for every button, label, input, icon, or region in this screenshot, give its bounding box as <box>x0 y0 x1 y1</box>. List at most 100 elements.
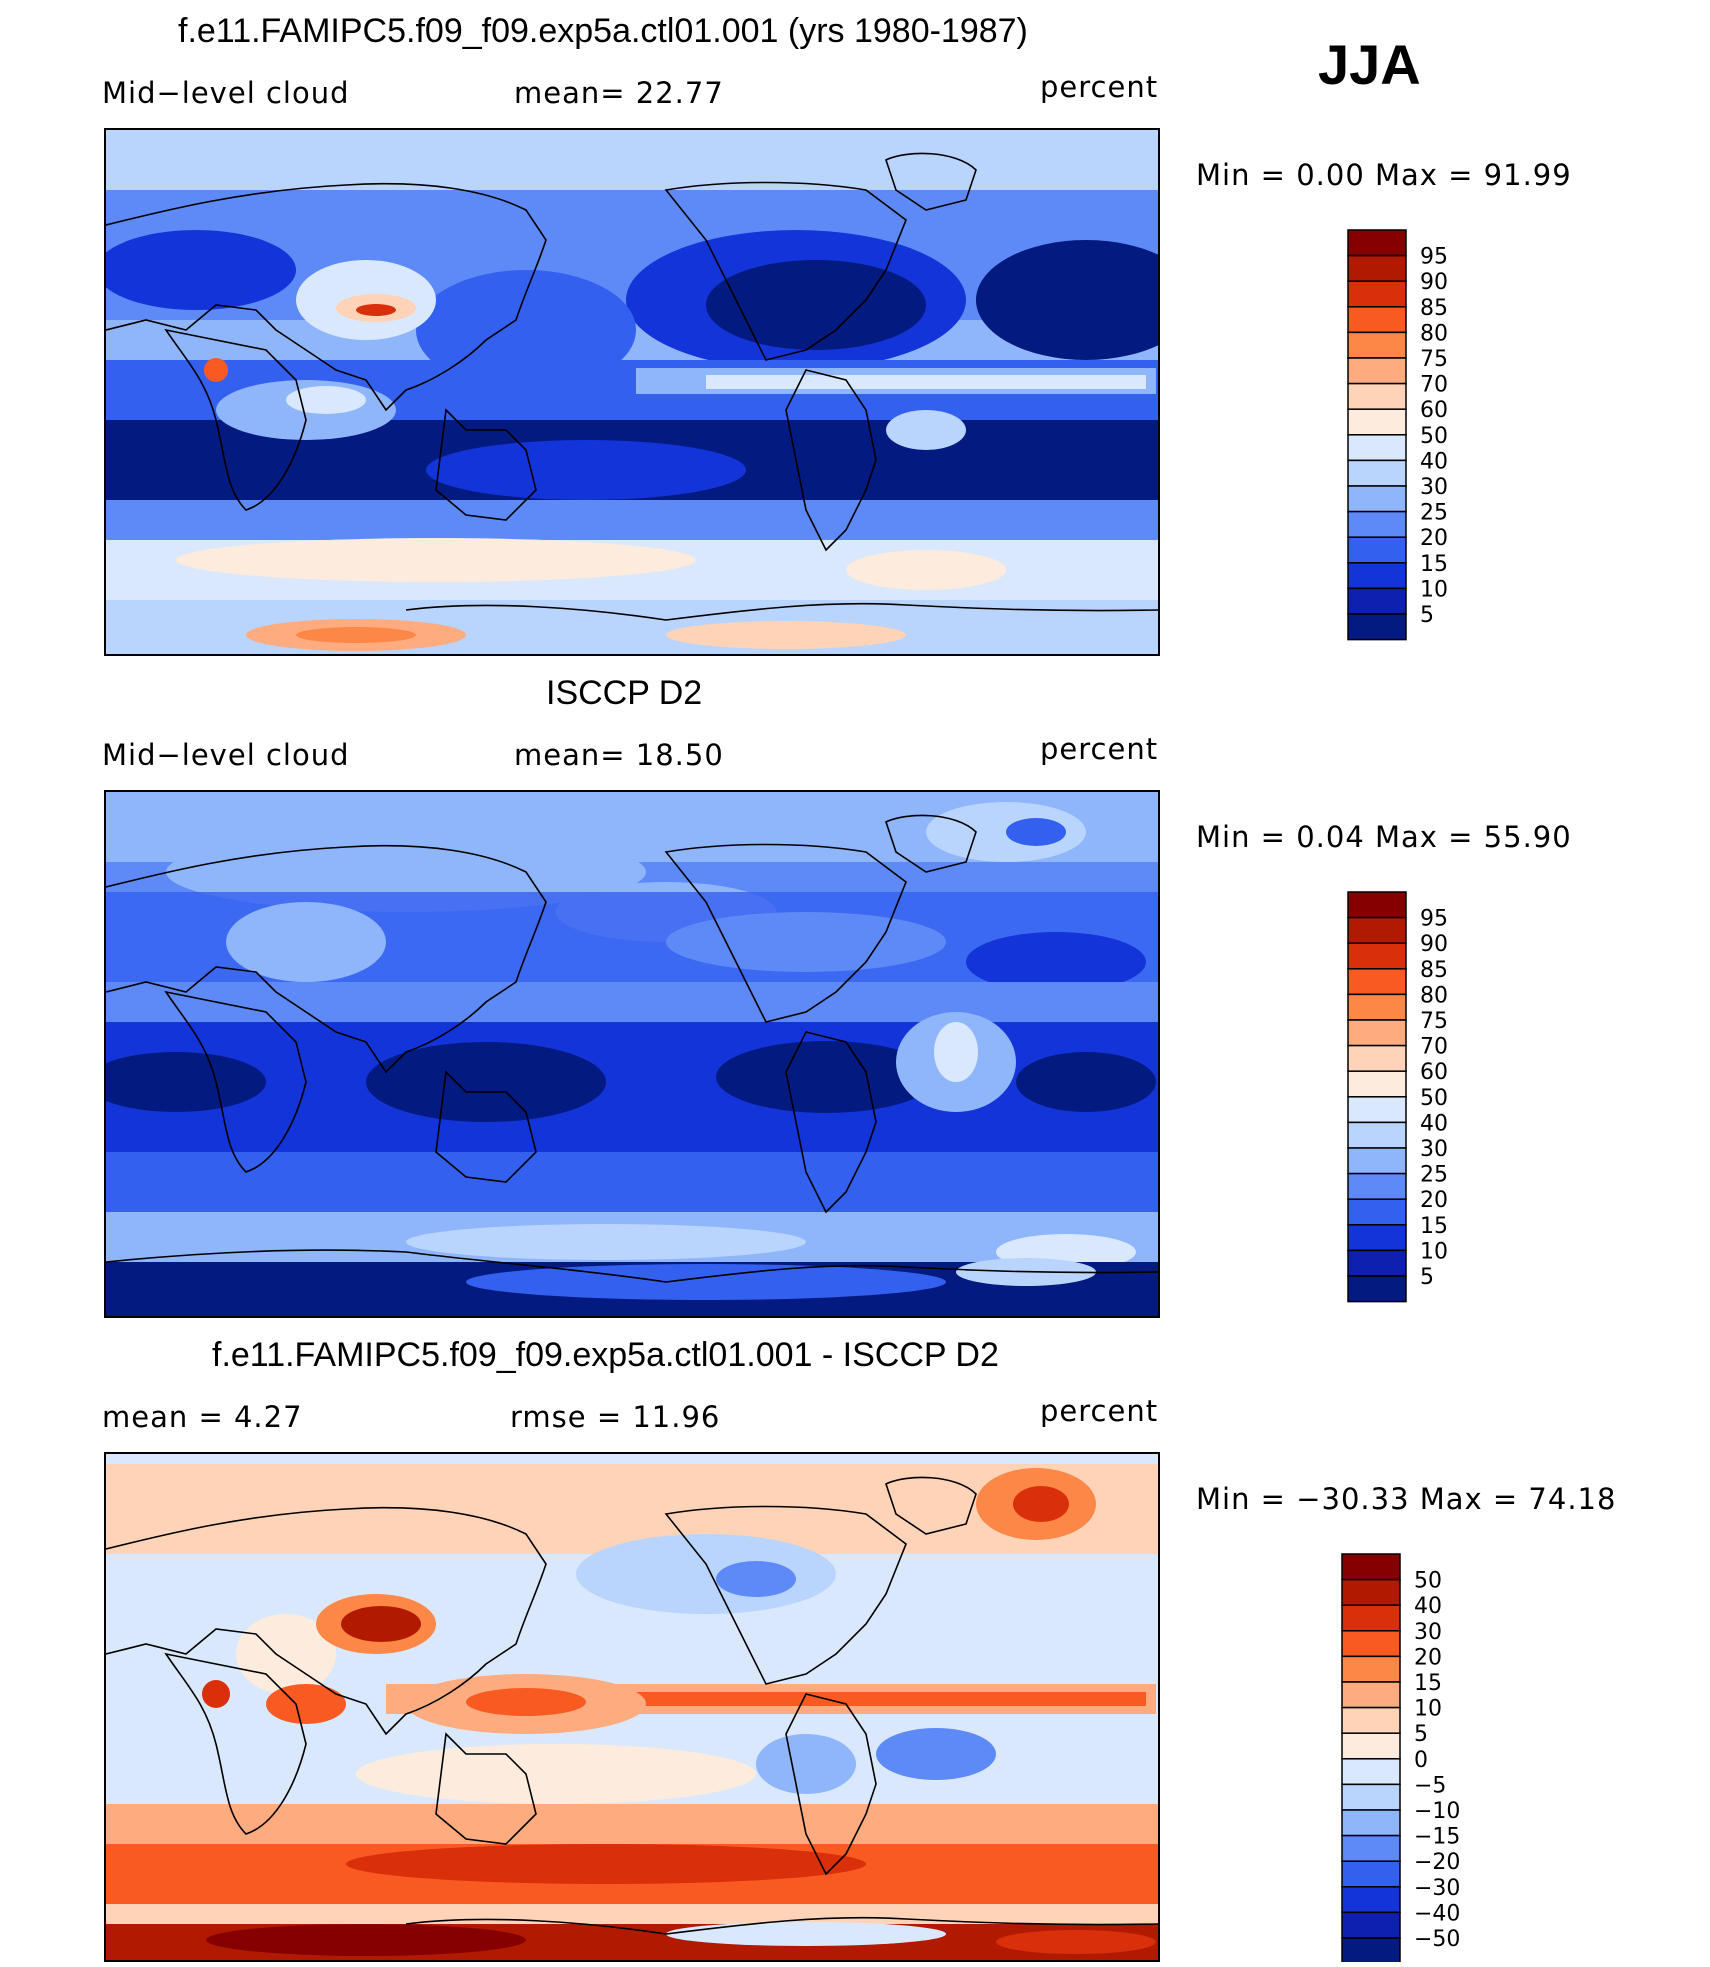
colorbar-tick-label: 0 <box>1414 1748 1428 1773</box>
panel-2-mean-label: mean= 18.50 <box>514 738 724 772</box>
colorbar-swatch <box>1341 1732 1401 1760</box>
colorbar-swatch <box>1347 254 1407 282</box>
panel-2-title: ISCCP D2 <box>546 674 703 712</box>
panel-2-minmax: Min = 0.04 Max = 55.90 <box>1196 820 1572 854</box>
colorbar-swatch <box>1347 942 1407 970</box>
colorbar-tick-label: 70 <box>1420 1035 1448 1060</box>
colorbar-tick-label: 40 <box>1414 1594 1442 1619</box>
colorbar-tick-label: 95 <box>1420 907 1448 932</box>
colorbar-swatch <box>1347 536 1407 564</box>
panel-2-map <box>104 790 1160 1318</box>
colorbar-tick-label: −40 <box>1414 1901 1460 1926</box>
panel-2-variable-label: Mid−level cloud <box>102 738 350 772</box>
colorbar-tick-label: 30 <box>1420 1137 1448 1162</box>
colorbar-tick-label: 5 <box>1414 1722 1428 1747</box>
colorbar-swatch <box>1347 891 1407 919</box>
colorbar-swatch <box>1341 1783 1401 1811</box>
colorbar-tick-label: −20 <box>1414 1850 1460 1875</box>
colorbar-tick-label: 50 <box>1414 1569 1442 1594</box>
colorbar-swatch <box>1341 1630 1401 1658</box>
colorbar-swatch <box>1347 1044 1407 1072</box>
colorbar-swatch <box>1341 1681 1401 1709</box>
panel-2-map-field <box>106 792 1158 1316</box>
panel-1-minmax: Min = 0.00 Max = 91.99 <box>1196 158 1572 192</box>
colorbar-tick-label: 20 <box>1414 1645 1442 1670</box>
colorbar-tick-label: 95 <box>1420 245 1448 270</box>
colorbar-swatch <box>1341 1578 1401 1606</box>
panel-1-map-field <box>106 130 1158 654</box>
colorbar-tick-label: 25 <box>1420 501 1448 526</box>
panel-3-minmax: Min = −30.33 Max = 74.18 <box>1196 1482 1617 1516</box>
panel-1-colorbar: 95 90 85 80 75 70 60 50 40 30 25 20 15 10 5 <box>1346 228 1546 653</box>
colorbar-swatch <box>1347 459 1407 487</box>
colorbar-swatch <box>1341 1834 1401 1862</box>
colorbar-swatch <box>1347 562 1407 590</box>
colorbar-tick-label: 80 <box>1420 321 1448 346</box>
panel-1-map <box>104 128 1160 656</box>
panel-3-rmse-label: rmse = 11.96 <box>510 1400 721 1434</box>
colorbar-tick-label: 25 <box>1420 1163 1448 1188</box>
colorbar-tick-label: 15 <box>1414 1671 1442 1696</box>
colorbar-swatch <box>1347 1275 1407 1303</box>
panel-3-mean-label: mean = 4.27 <box>102 1400 303 1434</box>
colorbar-swatch <box>1347 1224 1407 1252</box>
colorbar-tick-label: −5 <box>1414 1773 1446 1798</box>
colorbar-swatch <box>1341 1911 1401 1939</box>
colorbar-tick-label: 30 <box>1414 1620 1442 1645</box>
colorbar-swatch <box>1347 229 1407 257</box>
colorbar-swatch <box>1347 1070 1407 1098</box>
colorbar-tick-label: 30 <box>1420 475 1448 500</box>
panel-1-units-label: percent <box>1040 70 1159 104</box>
panel-3-map-field <box>106 1454 1158 1960</box>
colorbar-swatch <box>1347 968 1407 996</box>
colorbar-swatch <box>1347 510 1407 538</box>
colorbar-tick-label: 5 <box>1420 1265 1434 1290</box>
colorbar-swatch <box>1341 1758 1401 1786</box>
colorbar-swatch <box>1347 1249 1407 1277</box>
colorbar-swatch <box>1347 993 1407 1021</box>
colorbar-tick-label: 20 <box>1420 1188 1448 1213</box>
colorbar-tick-label: 80 <box>1420 983 1448 1008</box>
colorbar-tick-label: 50 <box>1420 424 1448 449</box>
colorbar-swatch <box>1341 1937 1401 1965</box>
colorbar-tick-label: 75 <box>1420 1009 1448 1034</box>
colorbar-swatch <box>1341 1706 1401 1734</box>
colorbar-tick-label: 60 <box>1420 398 1448 423</box>
panel-3-map <box>104 1452 1160 1962</box>
colorbar-tick-label: 60 <box>1420 1060 1448 1085</box>
colorbar-swatch <box>1347 331 1407 359</box>
colorbar-tick-label: 75 <box>1420 347 1448 372</box>
colorbar-swatch <box>1347 916 1407 944</box>
colorbar-tick-label: 90 <box>1420 932 1448 957</box>
colorbar-tick-label: 15 <box>1420 1214 1448 1239</box>
colorbar-tick-label: −30 <box>1414 1876 1460 1901</box>
colorbar-swatch <box>1347 434 1407 462</box>
colorbar-swatch <box>1347 613 1407 641</box>
colorbar-tick-label: 90 <box>1420 270 1448 295</box>
colorbar-tick-label: 40 <box>1420 449 1448 474</box>
colorbar-swatch <box>1347 382 1407 410</box>
colorbar-swatch <box>1347 1121 1407 1149</box>
colorbar-swatch <box>1347 357 1407 385</box>
panel-3-title: f.e11.FAMIPC5.f09_f09.exp5a.ctl01.001 - … <box>212 1336 999 1374</box>
panel-1-title: f.e11.FAMIPC5.f09_f09.exp5a.ctl01.001 (y… <box>178 12 1028 50</box>
colorbar-tick-label: 10 <box>1420 577 1448 602</box>
panel-2-units-label: percent <box>1040 732 1159 766</box>
colorbar-tick-label: −50 <box>1414 1927 1460 1952</box>
colorbar-swatch <box>1347 1096 1407 1124</box>
colorbar-swatch <box>1341 1655 1401 1683</box>
colorbar-tick-label: 20 <box>1420 526 1448 551</box>
colorbar-tick-label: 85 <box>1420 958 1448 983</box>
colorbar-tick-label: 50 <box>1420 1086 1448 1111</box>
colorbar-swatch <box>1347 306 1407 334</box>
colorbar-tick-label: 5 <box>1420 603 1434 628</box>
colorbar-swatch <box>1347 280 1407 308</box>
colorbar-swatch <box>1347 408 1407 436</box>
colorbar-swatch <box>1347 485 1407 513</box>
colorbar-tick-label: −10 <box>1414 1799 1460 1824</box>
panel-1-mean-label: mean= 22.77 <box>514 76 724 110</box>
colorbar-tick-label: 70 <box>1420 373 1448 398</box>
colorbar-tick-label: 10 <box>1420 1239 1448 1264</box>
